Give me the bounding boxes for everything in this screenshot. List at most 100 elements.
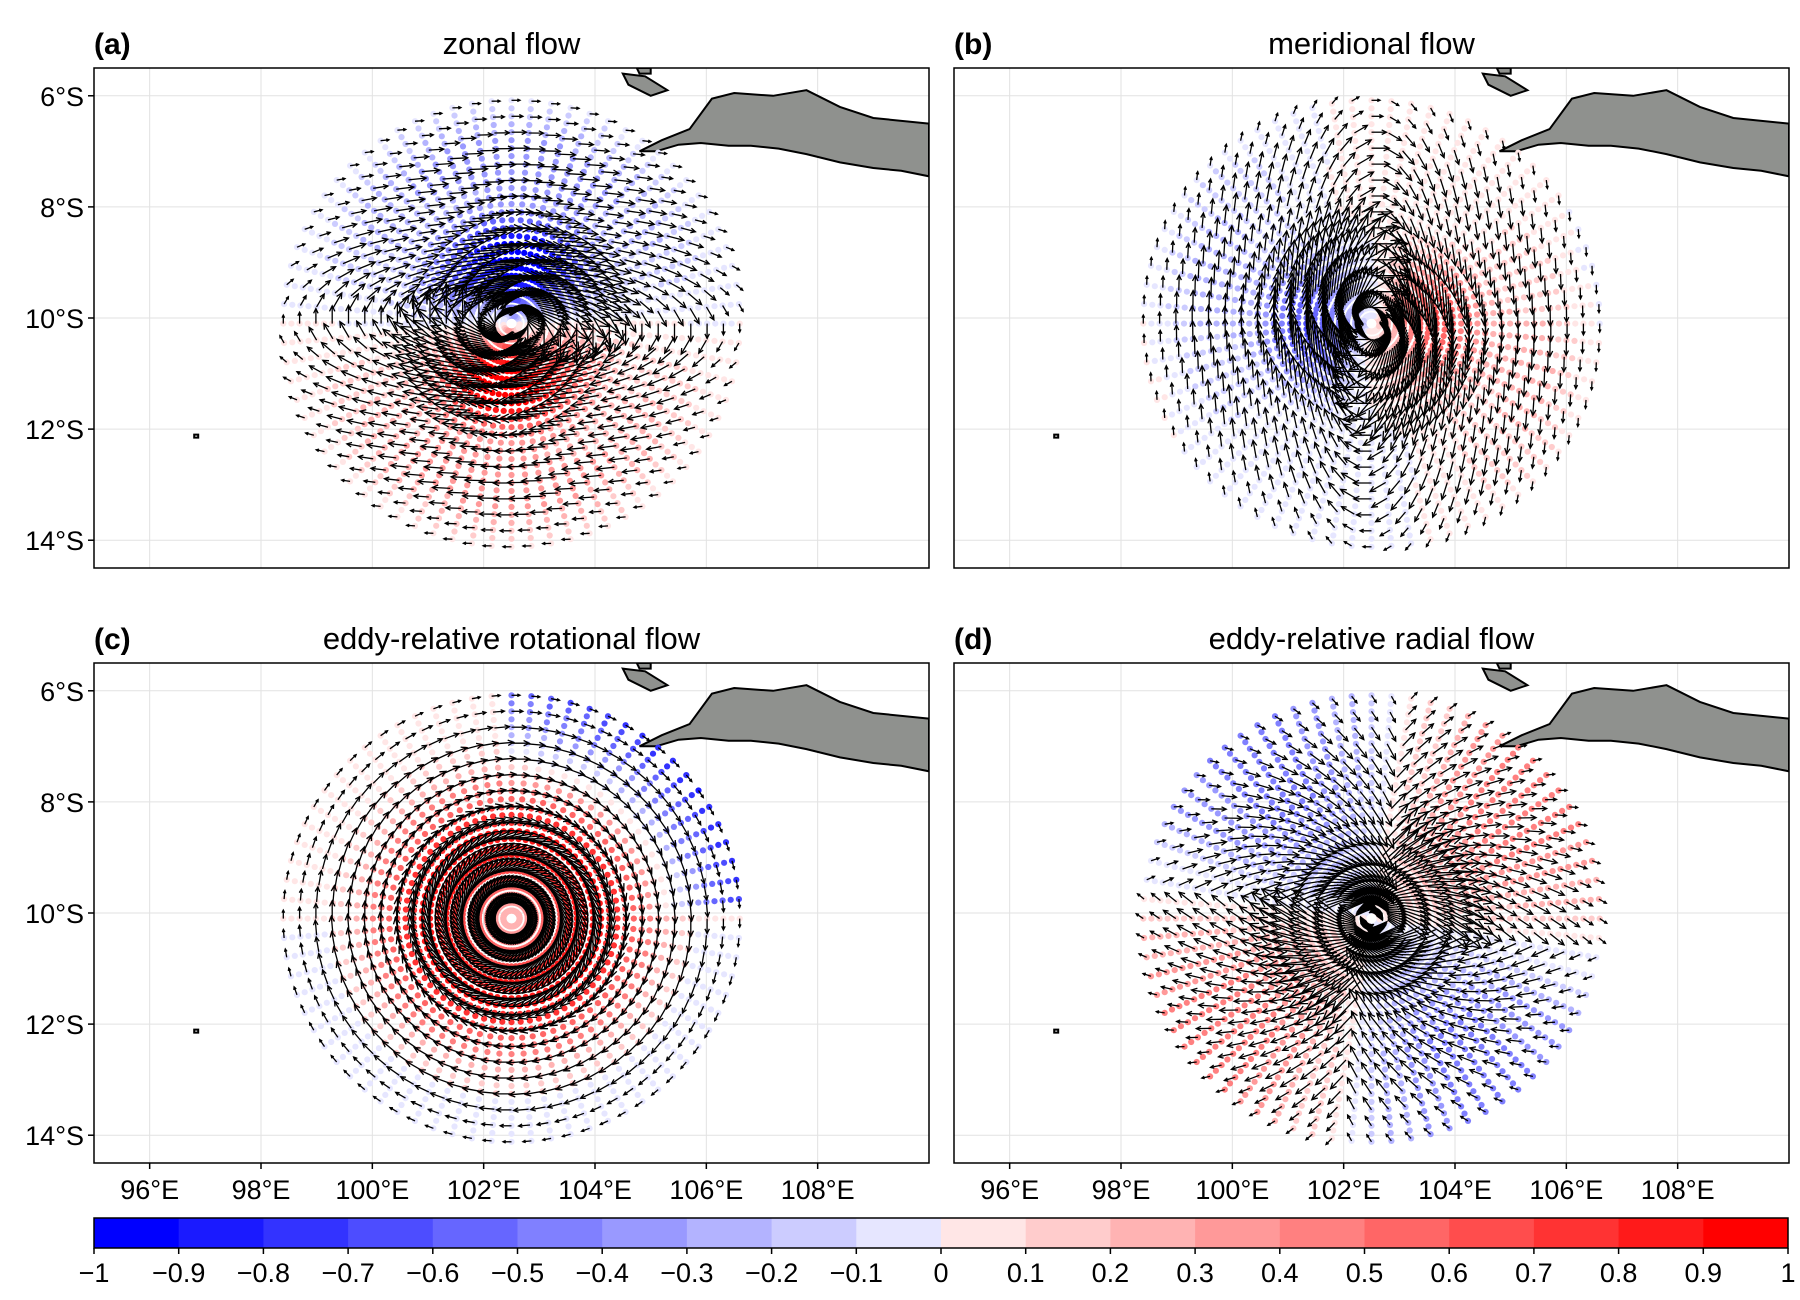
arrow-shaft — [346, 384, 364, 392]
arrow-head — [429, 132, 435, 138]
arrow-head — [523, 160, 532, 168]
data-point — [656, 387, 663, 394]
arrow-head — [692, 204, 698, 209]
arrow-head — [721, 331, 726, 337]
arrow-head — [701, 219, 708, 225]
data-point — [301, 394, 308, 401]
data-point — [341, 206, 348, 213]
arrow-head — [477, 101, 482, 106]
arrow-head — [505, 479, 514, 486]
arrow-head — [565, 166, 574, 174]
arrow-head — [426, 515, 432, 521]
arrow-head — [492, 349, 504, 360]
arrow-shaft — [442, 422, 464, 426]
arrow-head — [505, 225, 517, 236]
data-point — [508, 216, 515, 223]
arrow-shaft — [606, 415, 625, 420]
data-point — [649, 485, 657, 492]
arrow-head — [536, 99, 542, 104]
arrow-shaft — [578, 420, 596, 425]
arrow-shaft — [703, 235, 715, 241]
data-point — [526, 121, 533, 129]
arrow-head — [487, 132, 495, 138]
arrow-head — [279, 355, 284, 360]
arrow-head — [664, 419, 672, 425]
arrow-shaft — [460, 429, 483, 433]
arrow-head — [401, 388, 411, 397]
arrow-shaft — [668, 281, 686, 292]
data-point — [707, 411, 715, 418]
arrow-head — [521, 544, 526, 548]
arrow-shaft — [463, 300, 480, 327]
data-point — [650, 357, 657, 364]
data-point — [453, 520, 460, 527]
arrow-shaft — [361, 197, 377, 202]
arrow-shaft — [687, 292, 703, 306]
arrow-head — [377, 453, 385, 460]
arrow-head — [407, 376, 419, 387]
data-point — [532, 187, 539, 194]
arrow-shaft — [586, 413, 604, 417]
arrow-head — [325, 438, 331, 444]
data-point — [1289, 154, 1296, 161]
arrow-head — [461, 492, 469, 500]
data-point — [556, 497, 564, 504]
arrow-head — [433, 306, 445, 318]
arrow-head — [543, 271, 555, 282]
arrow-head — [663, 346, 671, 355]
arrow-shaft — [404, 473, 422, 477]
data-point — [652, 461, 659, 468]
arrow-head — [508, 430, 518, 438]
arrow-head — [538, 238, 550, 249]
arrow-head — [383, 352, 393, 360]
data-point — [1509, 240, 1516, 247]
arrow-head — [389, 226, 398, 233]
arrow-head — [388, 256, 397, 263]
arrow-head — [340, 478, 345, 483]
arrow-head — [464, 120, 470, 126]
arrow-head — [467, 242, 479, 253]
arrow-head — [632, 374, 640, 381]
data-point — [612, 421, 619, 429]
data-point — [516, 233, 523, 240]
arrow-shaft — [454, 224, 476, 228]
data-point — [354, 307, 361, 314]
data-point — [688, 197, 695, 204]
arrow-shaft — [700, 273, 714, 282]
data-point — [347, 377, 354, 384]
arrow-head — [330, 390, 339, 397]
data-point — [635, 248, 642, 255]
arrow-head — [592, 487, 600, 494]
data-point — [508, 440, 515, 447]
data-point — [311, 372, 318, 379]
arrow-head — [607, 285, 619, 296]
arrow-head — [633, 403, 642, 410]
arrow-head — [504, 447, 512, 454]
arrow-shaft — [327, 251, 342, 259]
arrow-head — [722, 271, 728, 277]
arrow-head — [467, 169, 476, 177]
arrow-head — [395, 172, 403, 179]
data-point — [1553, 236, 1560, 243]
data-point — [1424, 242, 1431, 249]
data-point — [328, 443, 335, 451]
arrow-head — [472, 286, 483, 298]
arrow-shaft — [444, 456, 462, 460]
data-point — [481, 171, 488, 178]
arrow-head — [546, 417, 555, 426]
arrow-head — [596, 443, 605, 451]
data-point — [444, 148, 451, 155]
arrow-head — [682, 427, 689, 432]
arrow-head — [515, 208, 525, 216]
arrow-shaft — [357, 365, 374, 374]
data-point — [305, 303, 312, 310]
arrow-shaft — [664, 337, 675, 354]
arrow-shaft — [446, 358, 484, 364]
arrow-head — [387, 440, 395, 448]
arrow-shaft — [438, 197, 456, 200]
arrow-shaft — [595, 225, 613, 229]
arrow-shaft — [542, 150, 561, 152]
data-point — [542, 443, 549, 450]
arrow-head — [314, 448, 320, 453]
